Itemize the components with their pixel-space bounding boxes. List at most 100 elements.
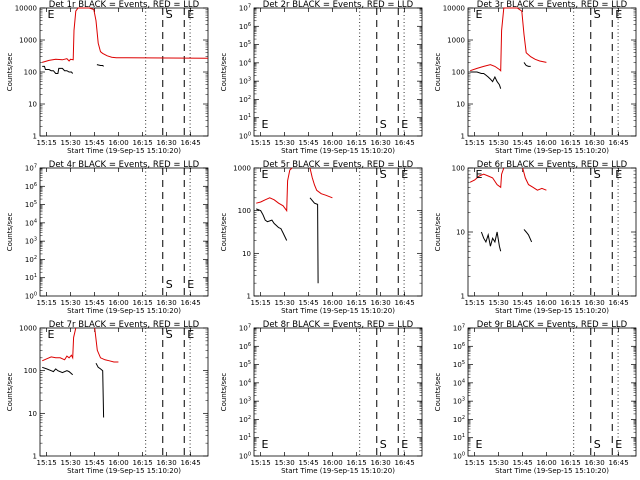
panel-title: Det 5r BLACK = Events, RED = LLD [263, 160, 414, 170]
y-tick-label: 106 [25, 182, 37, 191]
y-axis-label: Counts/sec [434, 373, 442, 412]
x-tick-label: 15:30 [61, 299, 81, 307]
x-tick-label: 16:45 [395, 459, 415, 467]
plot-frame [253, 167, 423, 297]
x-tick-label: 15:30 [275, 299, 295, 307]
y-tick-label: 101 [239, 113, 251, 122]
series-events-line [95, 362, 105, 418]
y-tick-label: 100 [452, 165, 465, 173]
marker-label-s: S [166, 328, 173, 341]
y-tick-label: 10 [28, 410, 37, 418]
y-tick-label: 101 [453, 433, 465, 442]
y-tick-label: 102 [239, 95, 251, 104]
x-axis-label: Start Time (19-Sep-15 15:10:20) [495, 147, 609, 155]
x-tick-label: 15:45 [85, 299, 105, 307]
x-tick-label: 15:45 [513, 139, 533, 147]
x-tick-label: 16:30 [157, 459, 177, 467]
marker-label-e: E [475, 8, 482, 21]
y-tick-label: 104 [239, 58, 251, 67]
marker-label-e: E [261, 168, 268, 181]
panel-det4r: Det 4r BLACK = Events, RED = LLD 100 101 10… [6, 160, 209, 315]
panel-title: Det 1r BLACK = Events, RED = LLD [49, 0, 200, 10]
series-events-line [42, 366, 74, 376]
series-lld-line [94, 327, 119, 363]
y-tick-label: 100 [453, 452, 465, 461]
x-axis-label: Start Time (19-Sep-15 15:10:20) [67, 307, 181, 315]
x-tick-label: 16:30 [371, 299, 391, 307]
x-axis-label: Start Time (19-Sep-15 15:10:20) [281, 467, 395, 475]
panel-det2r: Det 2r BLACK = Events, RED = LLD 100 101 10… [220, 0, 423, 155]
x-tick-label: 15:15 [465, 139, 485, 147]
y-axis-label: Counts/sec [6, 53, 14, 92]
marker-label-e: E [261, 438, 268, 451]
panel-title: Det 3r BLACK = Events, RED = LLD [477, 0, 628, 10]
y-tick-label: 100 [24, 69, 37, 77]
marker-label-e: E [401, 168, 408, 181]
series-lld-line [309, 167, 333, 199]
x-tick-label: 15:15 [251, 139, 271, 147]
x-axis-label: Start Time (19-Sep-15 15:10:20) [495, 307, 609, 315]
x-tick-label: 16:15 [561, 299, 581, 307]
x-tick-label: 15:45 [513, 459, 533, 467]
x-tick-label: 16:00 [537, 459, 557, 467]
y-axis-label: Counts/sec [220, 373, 228, 412]
y-tick-label: 102 [25, 255, 37, 264]
series-lld-line [522, 167, 547, 191]
marker-label-s: S [380, 438, 387, 451]
y-tick-label: 10000 [443, 5, 465, 13]
marker-label-e: E [187, 278, 194, 291]
y-axis-label: Counts/sec [6, 213, 14, 252]
y-tick-label: 103 [453, 397, 465, 406]
y-tick-label: 1000 [19, 37, 37, 45]
plot-frame [253, 327, 423, 457]
marker-label-e: E [615, 8, 622, 21]
x-axis-label: Start Time (19-Sep-15 15:10:20) [281, 307, 395, 315]
plot-frame [467, 7, 637, 137]
marker-label-e: E [475, 168, 482, 181]
y-tick-label: 102 [239, 415, 251, 424]
series-lld-line [470, 7, 547, 72]
x-tick-label: 15:45 [85, 139, 105, 147]
x-tick-label: 16:15 [347, 139, 367, 147]
x-tick-label: 15:15 [465, 299, 485, 307]
x-tick-label: 15:30 [489, 459, 509, 467]
plot-frame [253, 7, 423, 137]
marker-label-e: E [187, 8, 194, 21]
y-tick-label: 105 [239, 40, 251, 49]
series-lld-line [469, 167, 505, 189]
panel-det8r: Det 8r BLACK = Events, RED = LLD 100 101 10… [220, 320, 423, 475]
y-tick-label: 10 [456, 229, 465, 237]
x-tick-label: 15:15 [251, 299, 271, 307]
plot-frame [39, 327, 209, 457]
x-tick-label: 16:15 [347, 299, 367, 307]
y-tick-label: 100 [239, 452, 251, 461]
series-events-line [470, 71, 502, 89]
marker-label-e: E [615, 438, 622, 451]
x-tick-label: 15:45 [513, 299, 533, 307]
x-tick-label: 15:15 [251, 459, 271, 467]
y-tick-label: 10 [28, 101, 37, 109]
x-axis-label: Start Time (19-Sep-15 15:10:20) [67, 147, 181, 155]
panel-det6r: Det 6r BLACK = Events, RED = LLD 1 10 100 15… [434, 160, 637, 315]
x-tick-label: 16:45 [181, 299, 201, 307]
x-tick-label: 16:00 [323, 459, 343, 467]
x-tick-label: 16:45 [395, 299, 415, 307]
panel-det7r: Det 7r BLACK = Events, RED = LLD 1 10 100 10… [6, 320, 209, 475]
x-tick-label: 16:30 [157, 139, 177, 147]
y-tick-label: 100 [238, 207, 251, 215]
x-tick-label: 16:45 [609, 299, 629, 307]
x-tick-label: 16:30 [157, 299, 177, 307]
y-tick-label: 1000 [447, 37, 465, 45]
y-tick-label: 101 [239, 433, 251, 442]
marker-label-s: S [594, 168, 601, 181]
x-tick-label: 16:15 [561, 139, 581, 147]
series-events-line [480, 231, 502, 252]
x-tick-label: 15:45 [299, 139, 319, 147]
x-tick-label: 16:15 [347, 459, 367, 467]
x-tick-label: 16:15 [133, 299, 153, 307]
x-tick-label: 16:00 [537, 139, 557, 147]
marker-label-e: E [615, 168, 622, 181]
y-tick-label: 1 [247, 293, 251, 301]
marker-label-e: E [187, 328, 194, 341]
panel-title: Det 7r BLACK = Events, RED = LLD [49, 320, 200, 330]
